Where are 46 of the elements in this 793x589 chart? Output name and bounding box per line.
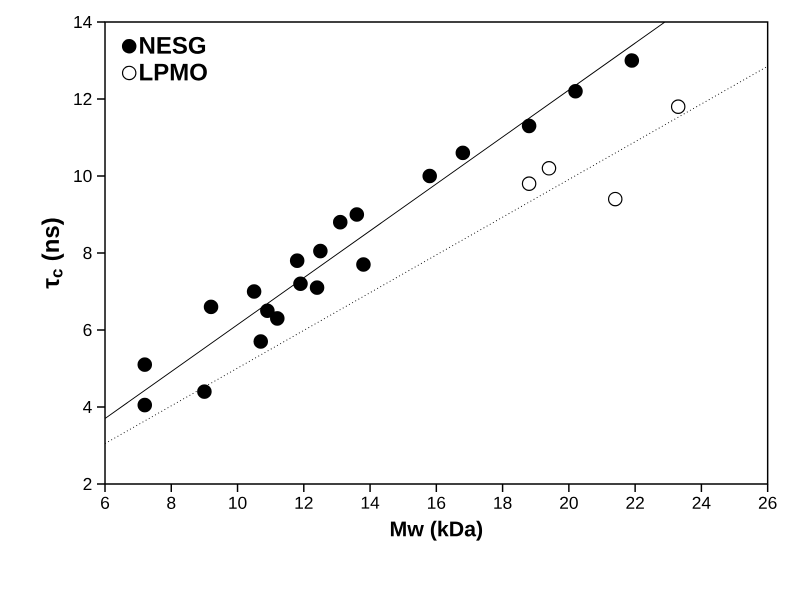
x-tick-label: 12 [295,496,313,509]
y-tick-label: 2 [84,478,92,490]
point [456,146,470,160]
x-tick-label: 26 [758,496,777,509]
x-tick-label: 8 [167,496,176,509]
x-tick-label: 6 [101,496,110,509]
point [197,384,212,399]
point [204,300,218,314]
point [350,207,364,222]
point [290,253,304,268]
point [568,84,583,99]
legend-label: LPMO [140,64,207,81]
x-tick-label: 20 [560,496,578,509]
y-tick-label: 14 [74,16,92,28]
point [542,161,556,176]
point [246,284,262,299]
x-tick-label: 16 [428,496,446,509]
legend-label: NESG [140,36,206,54]
point [422,168,437,184]
x-tick-label: 10 [229,496,247,509]
point [522,118,536,134]
y-tick-label: 4 [83,401,92,413]
y-tick-label: 8 [83,246,92,260]
point [253,334,268,349]
point [624,53,640,68]
x-tick-label: 22 [626,496,644,509]
point [522,176,536,191]
point [138,357,152,372]
y-axis-title: τ$_{c}$ (ns) [41,218,64,288]
point [608,192,623,206]
y-tick-label: 10 [74,170,92,182]
point [332,214,348,230]
x-tick-label: 18 [494,496,512,509]
x-axis-title: Mw (kDa) [390,520,482,541]
point [260,303,275,318]
point [313,244,328,258]
x-tick-label: 14 [362,496,380,509]
point [293,276,308,292]
y-tick-label: 12 [74,92,92,106]
x-tick-label: 24 [692,496,711,509]
y-tick-label: 6 [84,324,92,336]
point [670,99,686,114]
point [270,311,285,326]
point [138,398,152,412]
point [310,280,324,295]
point [356,257,371,272]
